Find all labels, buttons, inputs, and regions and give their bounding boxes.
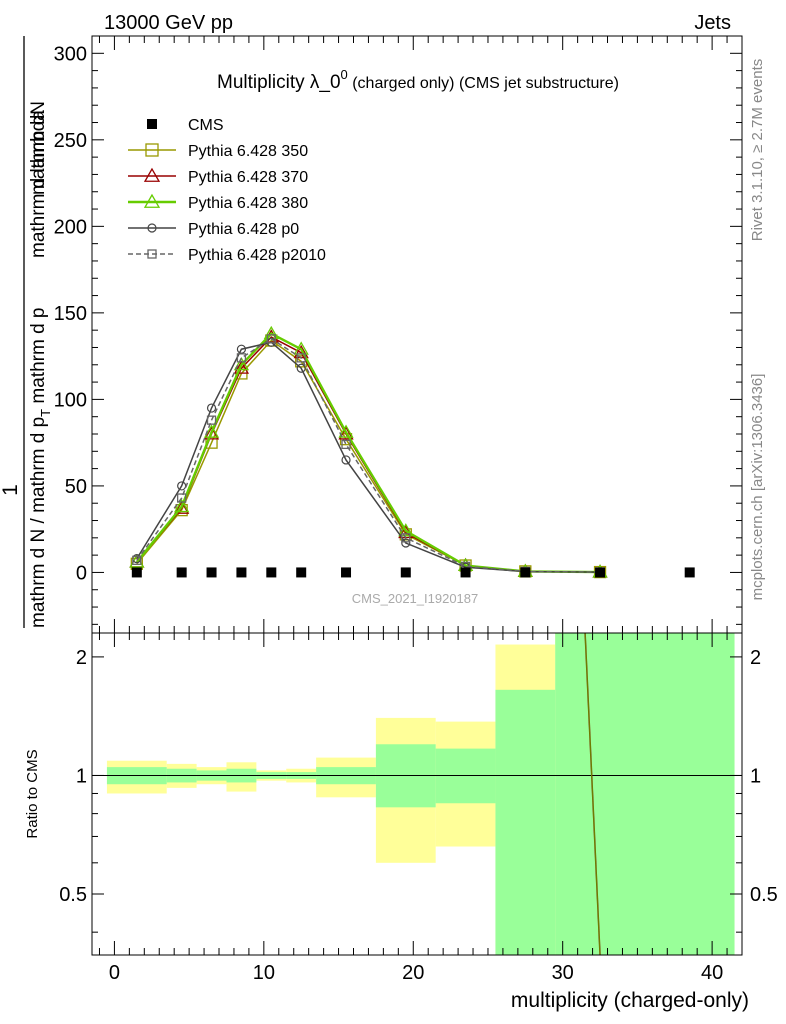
band-inner [495,689,556,955]
series-line [136,337,601,573]
ratio-frame [91,632,743,956]
marker-triangle [143,193,161,208]
cms-point [206,567,217,578]
marker-triangle [203,426,220,440]
y-tick-label: 150 [54,303,87,325]
rivet-label: Rivet 3.1.10, ≥ 2.7M events [749,59,766,242]
legend-label: Pythia 6.428 370 [188,169,308,186]
marker-triangle [174,498,190,513]
legend-cms-marker [147,119,157,129]
legend: CMS Pythia 6.428 350 Pythia 6.428 370 Pythi… [128,117,326,264]
y-tick-label-right: 2 [750,647,761,669]
marker-square [206,415,217,425]
cms-point [266,567,277,578]
cms-point [684,567,695,578]
marker-square [296,353,306,363]
ratio-tick-labels: 0 10 20 30 40 0.5 0.5 1 1 2 2 [59,647,778,984]
cms-data-points [131,567,695,578]
cms-point [131,567,142,578]
cms-point [520,567,531,578]
x-tick-label: 40 [701,962,723,984]
y-tick-label: 200 [54,216,87,238]
cms-point [460,567,471,578]
mcplots-label: mcplots.cern.ch [arXiv:1306.3436] [749,374,766,601]
x-tick-label: 30 [552,962,574,984]
band-inner [555,633,735,955]
x-tick-label: 20 [402,962,424,984]
y-tick-label: 0 [76,562,87,584]
main-y-tick-labels: 0 50 100 150 200 250 300 [54,43,87,584]
marker-square [266,334,276,344]
main-title: Multiplicity λ_00 (charged only) (CMS je… [217,67,619,93]
main-plot-panel: 0 50 100 150 200 250 300 Multiplicity λ_00 (ch… [0,35,743,634]
marker-square [236,353,247,363]
cms-point [341,567,352,578]
marker-circle [401,538,411,548]
marker-triangle [338,426,354,440]
marker-square [132,555,142,565]
cms-point [400,567,411,578]
main-y-ticks [92,35,743,633]
marker-triangle [143,167,161,182]
ylabel-numerator: mathrm dN [28,101,49,195]
marker-triangle [233,356,250,371]
y-tick-label: 100 [54,389,87,411]
marker-circle [147,223,157,233]
y-tick-label: 50 [65,476,87,498]
marker-circle [296,363,306,373]
x-tick-label: 0 [109,962,120,984]
series-line [136,339,601,573]
ratio-bands [106,633,735,955]
series-line [136,341,601,573]
x-axis-label: multiplicity (charged-only) [511,989,749,1012]
ylabel-lambda: mathrm d lambda [28,110,49,258]
cms-point [296,567,307,578]
marker-square [147,249,157,259]
marker-triangle [338,424,354,438]
legend-cms-label: CMS [188,117,224,134]
ratio-ticks [92,633,743,955]
cms-point [595,567,606,578]
marker-triangle [233,360,250,374]
y-tick-label-right: 1 [750,765,761,787]
y-tick-label: 2 [76,647,87,669]
marker-square [341,439,351,450]
y-tick-label: 1 [76,765,87,787]
ratio-y-label: Ratio to CMS [24,749,41,838]
marker-triangle [174,500,190,514]
marker-circle [236,344,247,354]
ylabel-denominator: mathrm d N / mathrm d pT mathrm d p [28,308,53,629]
marker-circle [206,403,217,413]
x-tick-label: 10 [253,962,275,984]
y-tick-label: 300 [54,43,87,65]
marker-square [145,143,159,157]
y-tick-label-right: 0.5 [750,884,778,906]
marker-circle [341,455,351,465]
header-right: Jets [694,12,731,34]
ylabel-one: 1 [0,484,22,496]
main-y-label: 1 mathrm dN mathrm d lambda mathrm d N /… [0,36,53,628]
cms-point [176,567,187,578]
ratio-mc-line-overlay [584,632,601,956]
legend-label: Pythia 6.428 350 [188,143,308,160]
marker-triangle [203,424,220,438]
marker-square [177,493,187,503]
analysis-watermark: CMS_2021_I1920187 [352,591,479,606]
mc-series [129,325,608,579]
y-tick-label: 250 [54,130,87,152]
legend-label: Pythia 6.428 p2010 [188,247,326,264]
legend-label: Pythia 6.428 380 [188,195,308,212]
marker-triangle [398,523,414,537]
ratio-panel: 0 10 20 30 40 0.5 0.5 1 1 2 2 Ratio to CMS multipl… [24,632,778,1012]
marker-square [401,533,411,543]
y-tick-label: 0.5 [59,884,87,906]
cms-point [236,567,247,578]
header-left: 13000 GeV pp [104,12,233,34]
legend-label: Pythia 6.428 p0 [188,221,299,238]
